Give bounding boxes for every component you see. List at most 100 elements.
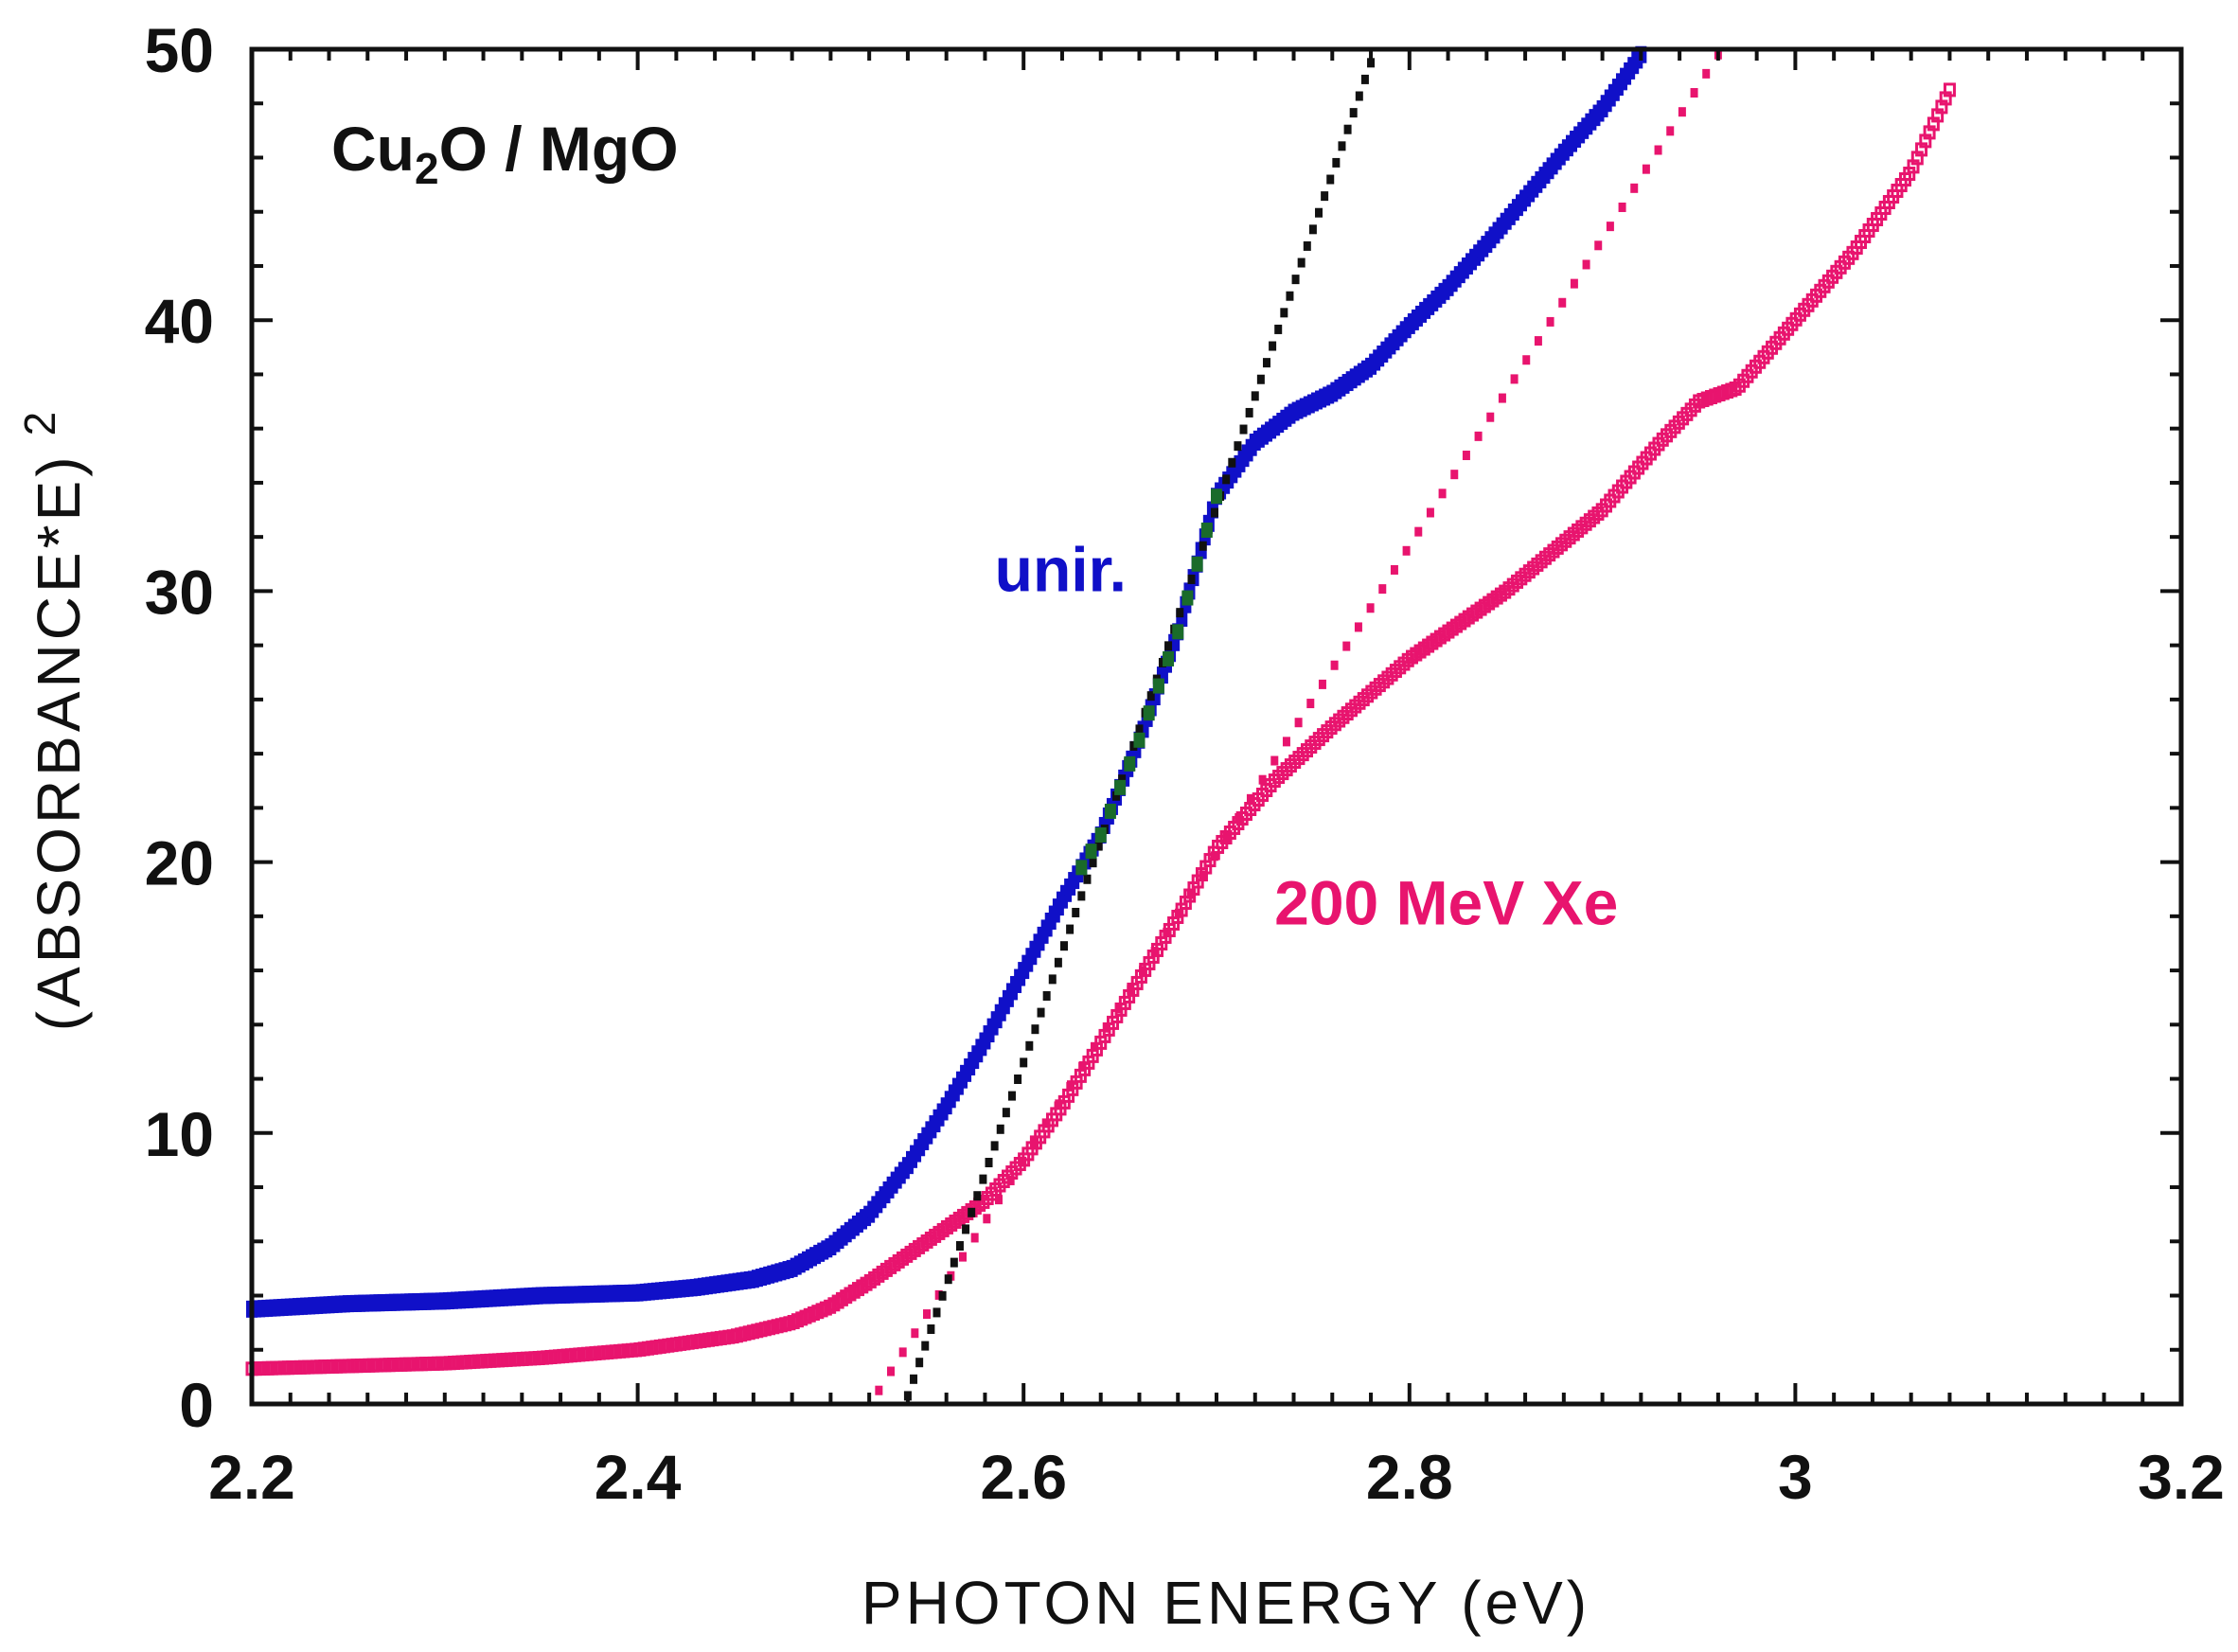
unirradiated-fit-dot bbox=[1291, 275, 1300, 285]
unirradiated-fit-dot bbox=[990, 1141, 999, 1151]
unirradiated-fit-dot bbox=[1355, 91, 1363, 101]
unirradiated-fit-dot bbox=[1066, 924, 1075, 934]
xe-fit-dot bbox=[1606, 222, 1614, 232]
overlap-point bbox=[1191, 556, 1203, 572]
overlap-point bbox=[1143, 705, 1155, 721]
xe-fit-dot bbox=[1222, 832, 1231, 843]
unirradiated-fit-dot bbox=[1251, 391, 1259, 401]
unirradiated-fit-dot bbox=[1083, 874, 1092, 884]
unirradiated-fit-dot bbox=[1262, 358, 1270, 368]
unirradiated-fit-dot bbox=[1048, 974, 1057, 985]
overlap-point bbox=[1163, 650, 1175, 666]
xe-fit-dot bbox=[1534, 336, 1542, 346]
xe-fit-dot bbox=[1546, 316, 1554, 327]
xe-fit-dot bbox=[994, 1195, 1003, 1205]
xe-fit-dot bbox=[1690, 88, 1698, 98]
unirradiated-fit-dot bbox=[1042, 990, 1051, 1001]
x-tick-label: 3.2 bbox=[2138, 1442, 2225, 1512]
xe-fit-dot bbox=[1055, 1099, 1063, 1110]
x-tick-label: 2.4 bbox=[595, 1442, 682, 1512]
xe-fit-dot bbox=[1246, 793, 1254, 804]
unirradiated-fit-dot bbox=[955, 1241, 964, 1252]
unirradiated-fit-dot bbox=[1367, 58, 1376, 68]
unirradiated-fit-dot bbox=[1245, 407, 1253, 417]
unirradiated-fit-dot bbox=[1118, 774, 1127, 785]
unirradiated-fit-dot bbox=[1007, 1091, 1016, 1101]
xe-fit-dot bbox=[887, 1366, 896, 1377]
xe-fit-dot bbox=[1378, 584, 1387, 595]
xe-fit-dot bbox=[1306, 699, 1315, 709]
unirradiated-fit-dot bbox=[1228, 457, 1236, 468]
xe-fit-dot bbox=[1618, 202, 1626, 212]
overlap-point bbox=[1211, 488, 1222, 505]
unirradiated-fit-dot bbox=[1332, 157, 1341, 168]
unirradiated-fit-dot bbox=[1054, 957, 1062, 968]
x-tick-label: 2.2 bbox=[208, 1442, 295, 1512]
unirradiated-fit-dot bbox=[1059, 941, 1068, 951]
unirradiated-fit-dot bbox=[1112, 790, 1121, 801]
xe-fit-dot bbox=[1630, 183, 1639, 193]
xe-fit-dot bbox=[1006, 1175, 1015, 1185]
y-axis-title: (ABSORBANCE*E) 2 bbox=[15, 408, 93, 1031]
xe-fit-dot bbox=[1414, 526, 1423, 537]
xe-fit-dot bbox=[1199, 870, 1207, 880]
unirradiated-fit-dot bbox=[1256, 374, 1265, 384]
xe-fit-dot bbox=[1522, 355, 1531, 365]
unirradiated-fit-dot bbox=[1135, 724, 1144, 735]
unirradiated-fit-dot bbox=[1234, 441, 1242, 452]
overlap-point bbox=[1172, 624, 1184, 640]
unirradiated-fit-dot bbox=[1349, 108, 1358, 118]
unirradiated-fit-dot bbox=[944, 1274, 952, 1285]
xe-fit-dot bbox=[1450, 470, 1459, 480]
unirradiated-fit-dot bbox=[1020, 1057, 1028, 1068]
xe-fit-dot bbox=[1186, 889, 1195, 899]
unirradiated-fit-dot bbox=[1321, 191, 1329, 202]
unirradiated-fit-dot bbox=[979, 1174, 987, 1184]
unirradiated-fit-dot bbox=[1164, 641, 1173, 651]
unirradiated-fit-dot bbox=[962, 1224, 970, 1235]
xe-fit-dot bbox=[1366, 603, 1375, 613]
xe-fit-dot bbox=[1678, 107, 1686, 117]
unirradiated-fit-dot bbox=[950, 1257, 958, 1268]
xe-fit-dot bbox=[1294, 718, 1303, 728]
unirradiated-fit-dot bbox=[1072, 907, 1080, 917]
unirradiated-fit-dot bbox=[1037, 1007, 1045, 1018]
y-axis-title-group: (ABSORBANCE*E) 2 bbox=[15, 408, 93, 1031]
y-tick-label: 50 bbox=[145, 15, 214, 85]
unirradiated-fit-dot bbox=[927, 1324, 935, 1335]
xe-fit-dot bbox=[1342, 641, 1351, 651]
chart-title-subscript: 2 bbox=[415, 144, 439, 193]
unirradiated-fit-dot bbox=[1308, 224, 1317, 235]
x-tick-label: 2.6 bbox=[980, 1442, 1067, 1512]
unirradiated-fit-dot bbox=[1326, 174, 1335, 185]
xe-fit-dot bbox=[1127, 985, 1135, 995]
unirradiated-fit-dot bbox=[1269, 341, 1277, 351]
xe-fit-dot bbox=[1570, 278, 1578, 289]
unirradiated-fit-dot bbox=[968, 1207, 976, 1217]
xe-fit-dot bbox=[1210, 851, 1218, 862]
unirradiated-fit-dot bbox=[1360, 74, 1369, 84]
overlap-point bbox=[1124, 755, 1136, 772]
unirradiated-fit-dot bbox=[1129, 740, 1138, 751]
xe-fit-dot bbox=[1330, 660, 1339, 670]
overlap-point bbox=[1152, 678, 1164, 694]
xe-fit-dot bbox=[1282, 737, 1290, 747]
unirradiated-fit-dot bbox=[1025, 1040, 1034, 1051]
unirradiated-fit-dot bbox=[1077, 891, 1086, 901]
xe-fit-dot bbox=[1030, 1137, 1039, 1147]
unirradiated-fit-dot bbox=[1222, 474, 1231, 485]
overlap-point bbox=[1104, 803, 1116, 819]
xe-fit-dot bbox=[1510, 374, 1519, 384]
x-tick-label: 2.8 bbox=[1366, 1442, 1453, 1512]
xe-fit-dot bbox=[1150, 947, 1159, 957]
plot-marks bbox=[245, 45, 1956, 1401]
unirradiated-fit-dot bbox=[1343, 124, 1352, 134]
y-tick-label: 40 bbox=[145, 286, 214, 356]
xe-fit-dot bbox=[959, 1252, 968, 1262]
xe-fit-dot bbox=[1102, 1022, 1110, 1033]
unirradiated-fit-dot bbox=[1210, 507, 1218, 518]
unirradiated-fit-dot bbox=[1089, 858, 1097, 868]
unirradiated-fit-dot bbox=[1303, 240, 1311, 251]
y-tick-label: 0 bbox=[179, 1370, 214, 1440]
